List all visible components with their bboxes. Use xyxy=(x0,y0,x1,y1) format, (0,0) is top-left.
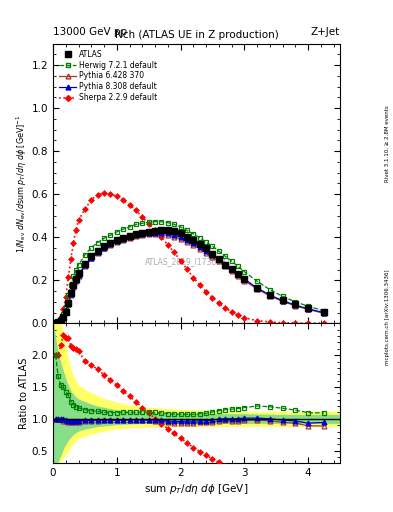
Text: Z+Jet: Z+Jet xyxy=(311,27,340,37)
Legend: ATLAS, Herwig 7.2.1 default, Pythia 6.428 370, Pythia 8.308 default, Sherpa 2.2.: ATLAS, Herwig 7.2.1 default, Pythia 6.42… xyxy=(57,47,160,104)
Text: Rivet 3.1.10, ≥ 2.8M events: Rivet 3.1.10, ≥ 2.8M events xyxy=(385,105,390,182)
Y-axis label: $1/N_\mathrm{ev}\ dN_\mathrm{ev}/d\mathrm{sum}\ p_T/d\eta\ d\phi\ [\mathrm{GeV}]: $1/N_\mathrm{ev}\ dN_\mathrm{ev}/d\mathr… xyxy=(15,114,29,253)
Text: ATLAS_2019_I1736531: ATLAS_2019_I1736531 xyxy=(145,258,231,266)
Title: Nch (ATLAS UE in Z production): Nch (ATLAS UE in Z production) xyxy=(115,30,278,40)
X-axis label: sum $p_T/d\eta\ d\phi$ [GeV]: sum $p_T/d\eta\ d\phi$ [GeV] xyxy=(144,482,249,497)
Text: 13000 GeV pp: 13000 GeV pp xyxy=(53,27,127,37)
Y-axis label: Ratio to ATLAS: Ratio to ATLAS xyxy=(19,358,29,429)
Text: mcplots.cern.ch [arXiv:1306.3436]: mcplots.cern.ch [arXiv:1306.3436] xyxy=(385,270,390,365)
